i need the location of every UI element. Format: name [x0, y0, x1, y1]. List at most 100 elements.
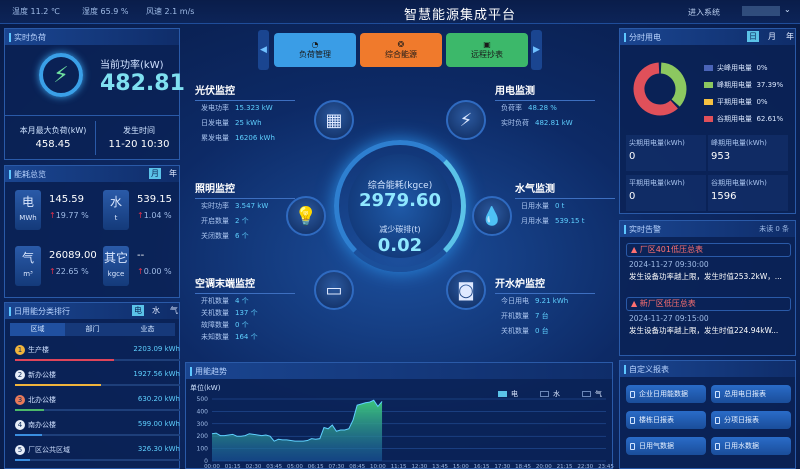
custom-reports-panel: 自定义报表 企业日用能数据 总用电日报表 楼栋日报表 分项日报表 日用气数据 日用水数据	[619, 360, 796, 469]
report-button[interactable]: 总用电日报表	[711, 385, 791, 403]
nav-prev-button[interactable]: ◀	[258, 30, 269, 70]
tab-year[interactable]: 年	[786, 32, 794, 41]
x-tick-label: 15:00	[453, 464, 469, 469]
x-tick-label: 08:45	[349, 464, 365, 469]
report-button[interactable]: 日用水数据	[711, 437, 791, 455]
rank-badge: 2	[15, 370, 25, 380]
type-gas[interactable]: 气	[170, 306, 178, 315]
temperature: 温度 11.2 ℃	[12, 7, 60, 16]
x-tick-label: 10:00	[370, 464, 386, 469]
x-tick-label: 17:30	[494, 464, 510, 469]
tab-day[interactable]: 日	[747, 31, 759, 42]
x-tick-label: 05:00	[287, 464, 303, 469]
type-electric[interactable]: 电	[132, 305, 144, 316]
arrow-up-icon: ↑	[49, 211, 56, 220]
trend-chart: 0 100 200 300 400 500 00:00 01:15 02:30 03:45 05:0…	[197, 396, 614, 469]
overview-value: 539.15	[137, 194, 172, 205]
metric-row: 日用水量 0 t	[521, 202, 565, 210]
metric-row: 关闭数量 6 个	[201, 232, 249, 240]
remote-meter-button[interactable]: ▣ 远程抄表	[446, 33, 528, 67]
total-energy-label: 综合能耗(kgce)	[367, 181, 433, 191]
ranking-item: 1 生产楼 2203.09 kWh	[15, 345, 180, 361]
air-conditioner-icon: ▭	[314, 270, 354, 310]
water-drop-icon: 💧	[472, 196, 512, 236]
carbon-label: 减少碳排(t)	[379, 225, 421, 234]
metric-row: 发电功率 15.323 kW	[201, 104, 273, 112]
y-tick-label: 100	[197, 446, 209, 453]
report-button[interactable]: 分项日报表	[711, 411, 791, 429]
metric-row: 实时负荷 482.81 kW	[501, 119, 573, 127]
load-management-button[interactable]: ◔ 负荷管理	[274, 33, 356, 67]
document-icon	[630, 442, 635, 450]
chart-legend-item[interactable]: 水	[540, 389, 560, 399]
document-icon	[715, 442, 720, 450]
tou-stat: 峰期用电量(kWh) 953	[708, 135, 788, 171]
metric-row: 累发电量 16206 kWh	[201, 134, 275, 142]
chevron-down-icon[interactable]: ⌄	[784, 5, 791, 14]
realtime-load-panel: 实时负荷 ⚡ 当前功率(kW) 482.81 本月最大负荷(kW) 458.45…	[4, 28, 185, 160]
x-tick-label: 18:45	[515, 464, 531, 469]
x-tick-label: 03:45	[266, 464, 282, 469]
unread-count[interactable]: 未读 0 条	[759, 225, 789, 233]
panel-title: 能耗总览	[14, 169, 46, 179]
lightning-icon: ⚡	[39, 53, 83, 97]
metric-row: 开启数量 2 个	[201, 217, 249, 225]
metric-row: 未知数量 164 个	[201, 333, 258, 341]
integrated-energy-button[interactable]: ❂ 综合能源	[360, 33, 442, 67]
x-tick-label: 12:30	[411, 464, 427, 469]
tab-year[interactable]: 年	[169, 169, 177, 178]
x-tick-label: 00:00	[204, 464, 220, 469]
max-load-label: 本月最大负荷(kW)	[19, 126, 87, 135]
humidity: 湿度 65.9 %	[82, 7, 129, 16]
rank-bar	[15, 459, 30, 461]
panel-title: 分时用电	[629, 32, 661, 42]
solar-panel-icon: ▦	[314, 100, 354, 140]
x-tick-label: 22:30	[577, 464, 593, 469]
enter-system-link[interactable]: 进入系统	[688, 8, 720, 17]
tou-legend-item: 谷期用电量 62.61%	[704, 114, 783, 124]
document-icon	[715, 416, 720, 424]
rank-bar	[15, 359, 114, 361]
metric-row: 月用水量 539.15 t	[521, 217, 585, 225]
nav-next-button[interactable]: ▶	[531, 30, 542, 70]
x-tick-label: 16:15	[474, 464, 490, 469]
tab-month[interactable]: 月	[768, 32, 776, 41]
report-button[interactable]: 企业日用能数据	[626, 385, 706, 403]
donut-slice	[633, 62, 678, 116]
tab-business[interactable]: 业态	[140, 325, 155, 333]
rank-badge: 4	[15, 420, 25, 430]
x-tick-label: 02:30	[246, 464, 262, 469]
rank-badge: 3	[15, 395, 25, 405]
rank-bar	[15, 384, 102, 386]
report-button[interactable]: 日用气数据	[626, 437, 706, 455]
tab-department[interactable]: 部门	[85, 325, 100, 333]
document-icon	[715, 390, 720, 398]
series-area	[212, 400, 383, 461]
section-title: 空调末端监控	[195, 275, 295, 294]
chart-legend-item[interactable]: 气	[582, 389, 602, 399]
chart-legend-item[interactable]: 电	[498, 389, 518, 399]
x-tick-label: 13:45	[432, 464, 448, 469]
meter-icon: ▣	[483, 40, 491, 49]
metric-row: 关机数量 0 台	[501, 327, 549, 335]
section-title: 开水炉监控	[495, 275, 595, 294]
panel-title: 日用能分类排行	[14, 306, 70, 316]
metric-row: 开机数量 7 台	[501, 312, 549, 320]
report-button[interactable]: 楼栋日报表	[626, 411, 706, 429]
overview-change: 0.00 %	[143, 267, 172, 276]
tab-month[interactable]: 月	[149, 168, 161, 179]
page-title: 智慧能源集成平台	[404, 8, 517, 23]
type-water[interactable]: 水	[152, 306, 160, 315]
x-tick-label: 23:45	[598, 464, 614, 469]
section-title: 用电监测	[495, 82, 595, 101]
total-energy-value: 2979.60	[359, 190, 441, 211]
center-ring	[334, 140, 466, 272]
tab-area[interactable]: 区域	[10, 323, 65, 336]
x-tick-label: 11:15	[391, 464, 407, 469]
overview-change: 19.77 %	[55, 211, 89, 220]
section-title: 照明监控	[195, 180, 295, 199]
y-axis-label: 单位(kW)	[190, 384, 221, 392]
tou-legend-item: 平期用电量 0%	[704, 97, 768, 107]
user-menu[interactable]	[742, 6, 780, 16]
panel-title: 实时告警	[629, 224, 661, 234]
